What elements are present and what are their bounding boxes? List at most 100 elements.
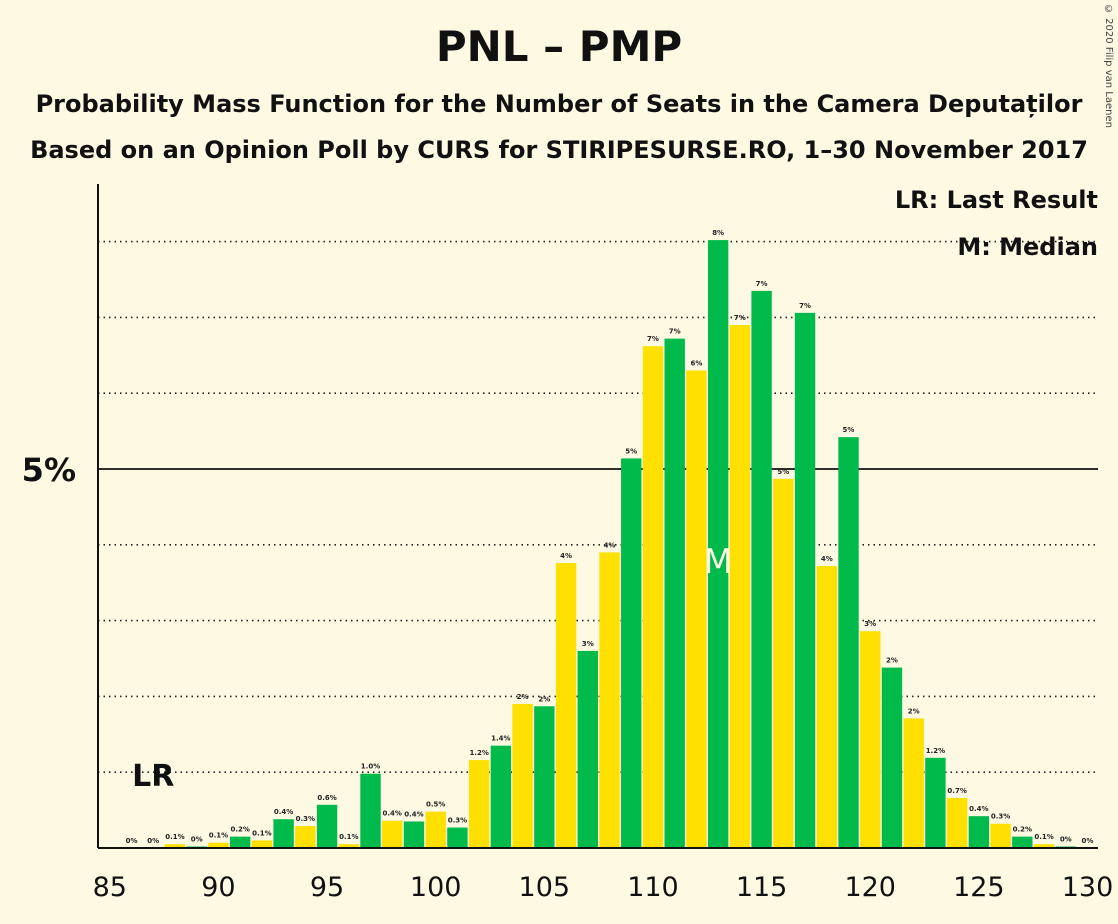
bar-seat-107 (577, 650, 598, 848)
bar-seat-97 (360, 773, 381, 848)
bar-label-seat-92: 0.1% (252, 829, 271, 837)
bar-label-seat-86: 0% (126, 837, 138, 845)
bar-label-seat-107: 3% (582, 640, 594, 648)
bar-seat-115 (751, 290, 772, 848)
bar-seat-106 (555, 562, 577, 848)
bar-label-seat-112: 6% (690, 359, 702, 367)
bar-label-seat-125: 0.4% (969, 805, 988, 813)
x-tick-label-115: 115 (736, 872, 788, 903)
bar-seat-109 (621, 458, 642, 848)
bar-label-seat-95: 0.6% (317, 794, 336, 802)
bar-label-seat-106: 4% (560, 552, 572, 560)
bar-label-seat-109: 5% (625, 447, 637, 455)
chart-subtitle-2: Based on an Opinion Poll by CURS for STI… (30, 136, 1088, 164)
bar-seat-95 (316, 804, 338, 848)
x-tick-label-130: 130 (1062, 872, 1114, 903)
bar-label-seat-98: 0.4% (383, 810, 402, 818)
bar-seat-88 (164, 844, 186, 848)
bar-label-seat-90: 0.1% (209, 832, 228, 840)
legend-last-result: LR: Last Result (894, 186, 1098, 214)
bar-label-seat-97: 1.0% (361, 763, 380, 771)
bar-label-seat-94: 0.3% (296, 815, 315, 823)
bar-seat-105 (534, 706, 555, 848)
bar-label-seat-93: 0.4% (274, 808, 293, 816)
last-result-marker: LR (132, 759, 174, 794)
bar-label-seat-101: 0.3% (448, 817, 467, 825)
bar-label-seat-130: 0% (1082, 837, 1094, 845)
bar-label-seat-104: 2% (517, 693, 529, 701)
bar-seat-100 (425, 811, 446, 848)
bar-seat-91 (229, 836, 251, 848)
bar-seat-108 (599, 552, 620, 848)
bar-seat-119 (838, 437, 859, 848)
bar-label-seat-108: 4% (604, 541, 616, 549)
bar-seat-104 (512, 703, 533, 848)
y-tick-label: 5% (22, 451, 76, 489)
axis-layer: 5% 85 90 95 100 105 110 115 120 125 130 (22, 184, 1114, 903)
bar-label-seat-127: 0.2% (1013, 826, 1032, 834)
bar-seat-102 (468, 760, 490, 848)
bar-label-seat-100: 0.5% (426, 801, 445, 809)
bar-seat-121 (881, 667, 903, 848)
x-tick-label-125: 125 (953, 872, 1005, 903)
bar-label-seat-105: 2% (538, 695, 550, 703)
bar-label-seat-102: 1.2% (469, 749, 488, 757)
chart-title: PNL – PMP (435, 22, 683, 71)
bar-seat-90 (208, 842, 229, 848)
bar-label-seat-114: 7% (734, 314, 746, 322)
copyright-notice: © 2020 Filip van Laenen (1103, 4, 1114, 128)
bar-seat-126 (990, 823, 1011, 848)
bar-seat-118 (816, 566, 837, 848)
bar-label-seat-129: 0% (1060, 835, 1072, 843)
bar-label-seat-119: 5% (843, 426, 855, 434)
bar-labels-layer: 0% 0% 0.1% 0% 0.1%0.2% 0.1%0.4%0.3%0.6%0.1%1.… (126, 229, 1094, 845)
bar-seat-116 (773, 478, 794, 848)
bar-label-seat-96: 0.1% (339, 833, 358, 841)
bar-label-seat-115: 7% (756, 280, 768, 288)
bar-label-seat-89: 0% (191, 835, 203, 843)
x-tick-label-95: 95 (310, 872, 344, 903)
legend-median: M: Median (957, 233, 1098, 261)
bar-label-seat-128: 0.1% (1034, 833, 1053, 841)
bar-label-seat-121: 2% (886, 657, 898, 665)
bar-seat-124 (946, 797, 968, 848)
bar-seat-93 (273, 819, 294, 848)
bar-seat-98 (382, 820, 403, 848)
bar-label-seat-103: 1.4% (491, 735, 510, 743)
bar-seat-123 (925, 757, 946, 848)
bar-seat-99 (403, 821, 425, 848)
x-tick-label-120: 120 (844, 872, 896, 903)
median-marker: M (703, 542, 732, 582)
grid-layer (98, 240, 1098, 774)
bar-seat-92 (251, 840, 273, 848)
x-tick-label-100: 100 (410, 872, 462, 903)
bar-label-seat-117: 7% (799, 302, 811, 310)
x-tick-label-110: 110 (627, 872, 679, 903)
bar-label-seat-110: 7% (647, 335, 659, 343)
bar-label-seat-88: 0.1% (165, 833, 184, 841)
bar-label-seat-118: 4% (821, 555, 833, 563)
bar-label-seat-113: 8% (712, 229, 724, 237)
bar-label-seat-120: 3% (864, 620, 876, 628)
x-tick-label-85: 85 (93, 872, 127, 903)
bar-seat-113 (707, 240, 729, 849)
bar-label-seat-99: 0.4% (404, 810, 423, 818)
bar-seat-122 (903, 718, 924, 848)
chart-subtitle-1: Probability Mass Function for the Number… (35, 90, 1083, 118)
bar-seat-120 (860, 631, 881, 848)
bar-label-seat-122: 2% (908, 707, 920, 715)
bar-label-seat-124: 0.7% (947, 787, 966, 795)
bar-seat-101 (447, 827, 468, 848)
bar-seat-125 (968, 816, 990, 848)
bar-label-seat-111: 7% (669, 328, 681, 336)
bar-seat-117 (794, 312, 816, 848)
bar-seat-96 (338, 844, 359, 848)
bar-seat-112 (686, 370, 707, 848)
bar-label-seat-87: 0% (147, 837, 159, 845)
bars-layer (164, 240, 1076, 849)
bar-seat-110 (642, 346, 664, 848)
bar-seat-114 (729, 324, 751, 849)
x-tick-label-105: 105 (519, 872, 571, 903)
bar-label-seat-126: 0.3% (991, 813, 1010, 821)
